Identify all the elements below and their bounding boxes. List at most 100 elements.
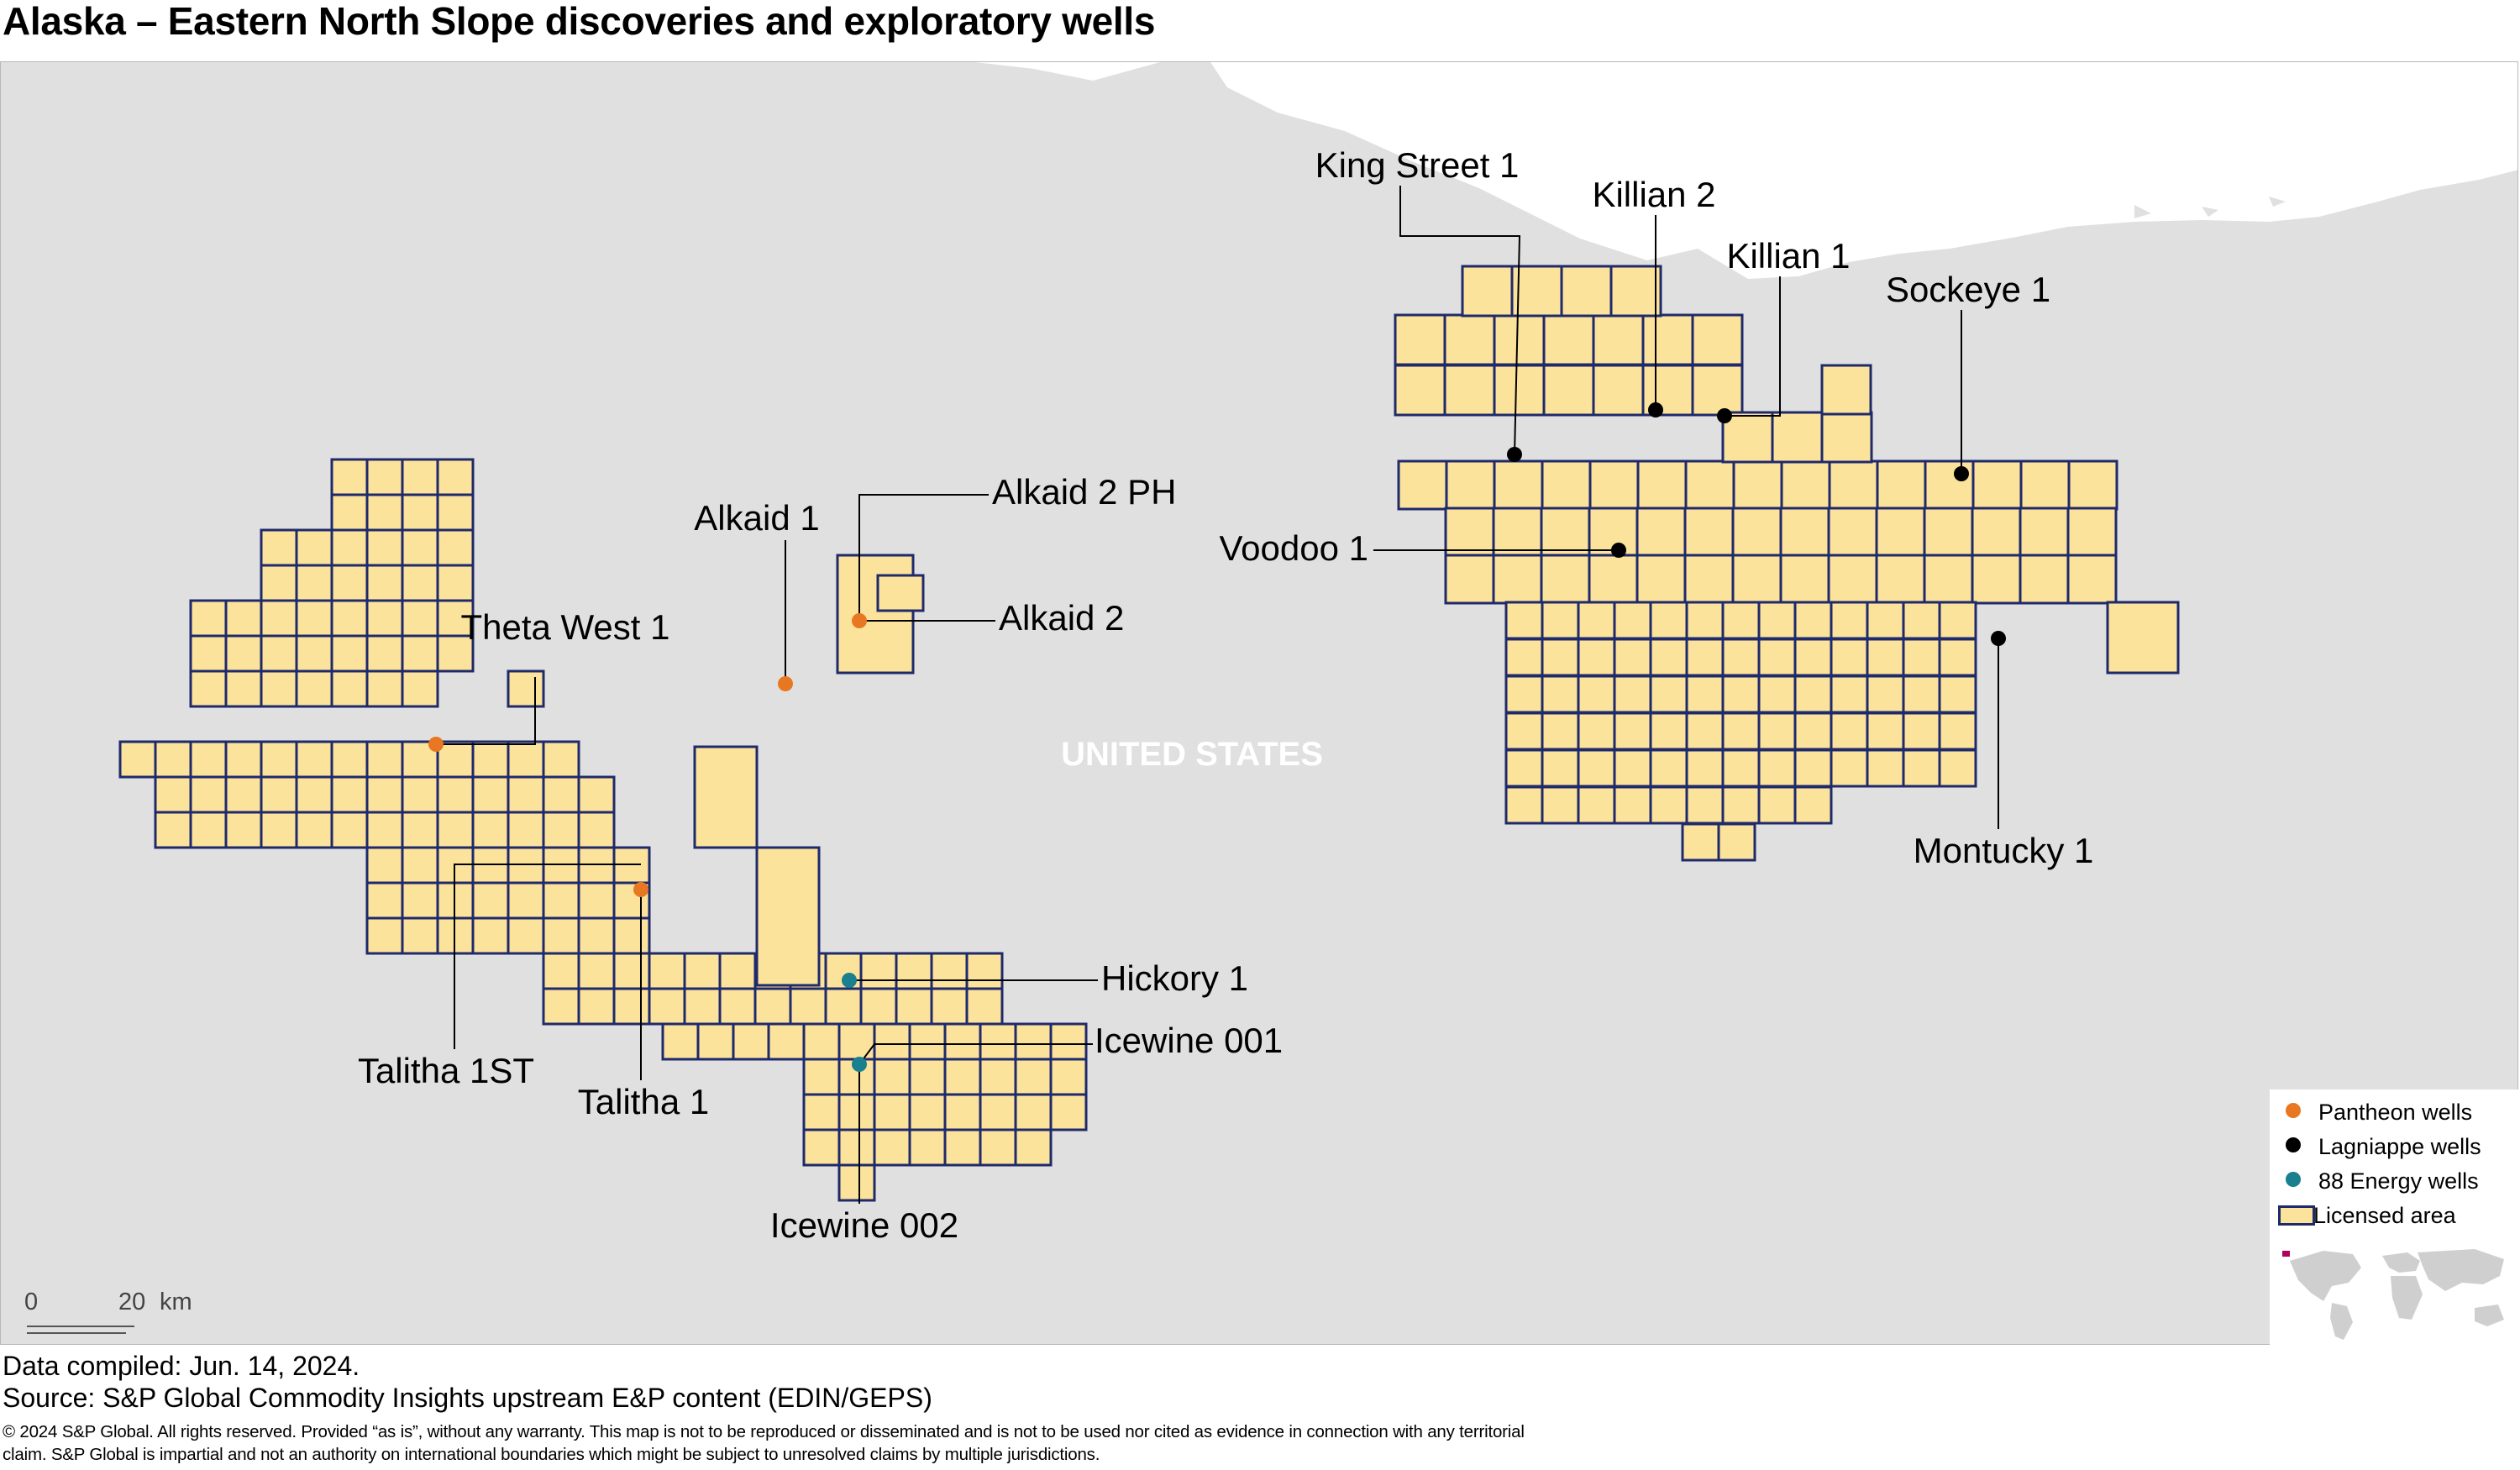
license-block[interactable]: [683, 952, 722, 990]
license-block[interactable]: [1902, 675, 1941, 714]
license-block[interactable]: [1721, 785, 1761, 825]
license-block[interactable]: [577, 775, 616, 814]
license-block[interactable]: [1685, 785, 1725, 825]
license-block[interactable]: [189, 740, 228, 779]
license-block[interactable]: [979, 1128, 1017, 1167]
license-block[interactable]: [753, 987, 792, 1026]
license-block[interactable]: [1827, 507, 1878, 558]
license-block[interactable]: [365, 881, 404, 920]
license-block[interactable]: [1577, 748, 1616, 788]
license-block[interactable]: [365, 916, 404, 955]
license-block[interactable]: [295, 599, 333, 638]
license-block[interactable]: [1681, 822, 1720, 862]
license-block[interactable]: [436, 458, 475, 496]
license-block[interactable]: [789, 987, 827, 1026]
license-block[interactable]: [1866, 711, 1905, 751]
license-block[interactable]: [1971, 507, 2022, 558]
license-block[interactable]: [965, 952, 1004, 990]
license-block[interactable]: [365, 775, 404, 814]
license-block[interactable]: [1757, 785, 1797, 825]
license-block[interactable]: [1938, 711, 1977, 751]
license-block[interactable]: [577, 811, 616, 849]
well-marker-voodoo-1[interactable]: [1611, 543, 1626, 558]
license-block[interactable]: [1394, 364, 1446, 417]
license-block[interactable]: [1793, 638, 1833, 677]
license-block[interactable]: [436, 599, 475, 638]
license-block[interactable]: [930, 952, 969, 990]
license-block[interactable]: [295, 669, 333, 708]
license-block[interactable]: [295, 634, 333, 673]
license-block[interactable]: [2019, 459, 2071, 511]
license-block[interactable]: [1793, 785, 1833, 825]
license-block[interactable]: [401, 916, 439, 955]
well-marker-sockeye-1[interactable]: [1954, 466, 1969, 481]
license-block[interactable]: [1757, 675, 1797, 714]
license-block[interactable]: [1721, 748, 1761, 788]
license-block[interactable]: [330, 811, 369, 849]
license-block[interactable]: [507, 775, 545, 814]
license-block[interactable]: [542, 881, 580, 920]
license-block[interactable]: [1649, 711, 1688, 751]
license-block[interactable]: [1049, 1022, 1088, 1061]
license-block[interactable]: [1510, 265, 1563, 318]
license-block[interactable]: [1828, 459, 1879, 511]
license-block[interactable]: [365, 634, 404, 673]
license-block[interactable]: [1685, 748, 1725, 788]
license-block[interactable]: [295, 811, 333, 849]
license-block[interactable]: [1635, 554, 1687, 605]
well-marker-king-street-1[interactable]: [1507, 447, 1522, 462]
license-block[interactable]: [189, 669, 228, 708]
license-block[interactable]: [401, 846, 439, 885]
license-block[interactable]: [1609, 265, 1662, 318]
license-block[interactable]: [1542, 364, 1595, 417]
license-block[interactable]: [401, 669, 439, 708]
license-block[interactable]: [330, 458, 369, 496]
license-block[interactable]: [1592, 364, 1645, 417]
license-block[interactable]: [1635, 507, 1687, 558]
license-block[interactable]: [1014, 1093, 1053, 1131]
license-block[interactable]: [365, 493, 404, 532]
license-block[interactable]: [507, 916, 545, 955]
license-block[interactable]: [260, 811, 298, 849]
map-canvas[interactable]: UNITED STATES Theta West 1 Alkaid 1 Alkaid…: [1, 62, 2518, 1345]
license-block[interactable]: [577, 987, 616, 1026]
well-marker-icewine-001[interactable]: [852, 1057, 867, 1072]
license-block[interactable]: [1541, 459, 1592, 511]
license-block[interactable]: [1492, 507, 1543, 558]
license-block[interactable]: [577, 916, 616, 955]
license-block[interactable]: [1541, 638, 1580, 677]
license-block[interactable]: [1049, 1093, 1088, 1131]
license-block[interactable]: [330, 564, 369, 602]
license-block[interactable]: [295, 564, 333, 602]
license-block[interactable]: [436, 493, 475, 532]
license-block[interactable]: [1721, 601, 1761, 640]
license-block[interactable]: [1014, 1022, 1053, 1061]
license-block[interactable]: [436, 528, 475, 567]
license-block[interactable]: [1443, 364, 1496, 417]
license-block[interactable]: [401, 493, 439, 532]
license-block[interactable]: [1613, 711, 1652, 751]
license-block[interactable]: [260, 634, 298, 673]
license-block[interactable]: [471, 811, 510, 849]
license-block[interactable]: [908, 1022, 947, 1061]
license-block[interactable]: [837, 1022, 876, 1061]
license-block[interactable]: [767, 1022, 806, 1061]
license-block[interactable]: [696, 1022, 735, 1061]
license-block[interactable]: [2066, 554, 2118, 605]
license-block[interactable]: [718, 987, 757, 1026]
license-block[interactable]: [1685, 675, 1725, 714]
license-block[interactable]: [224, 811, 263, 849]
license-block[interactable]: [2019, 507, 2070, 558]
license-block[interactable]: [1641, 313, 1694, 366]
license-block[interactable]: [507, 811, 545, 849]
license-block[interactable]: [1866, 675, 1905, 714]
license-block[interactable]: [330, 669, 369, 708]
license-block[interactable]: [824, 987, 863, 1026]
license-block[interactable]: [1560, 265, 1613, 318]
license-block[interactable]: [1971, 554, 2022, 605]
license-block[interactable]: [189, 634, 228, 673]
license-block[interactable]: [189, 811, 228, 849]
license-block[interactable]: [1793, 711, 1833, 751]
license-block[interactable]: [507, 740, 545, 779]
license-block[interactable]: [1504, 748, 1544, 788]
